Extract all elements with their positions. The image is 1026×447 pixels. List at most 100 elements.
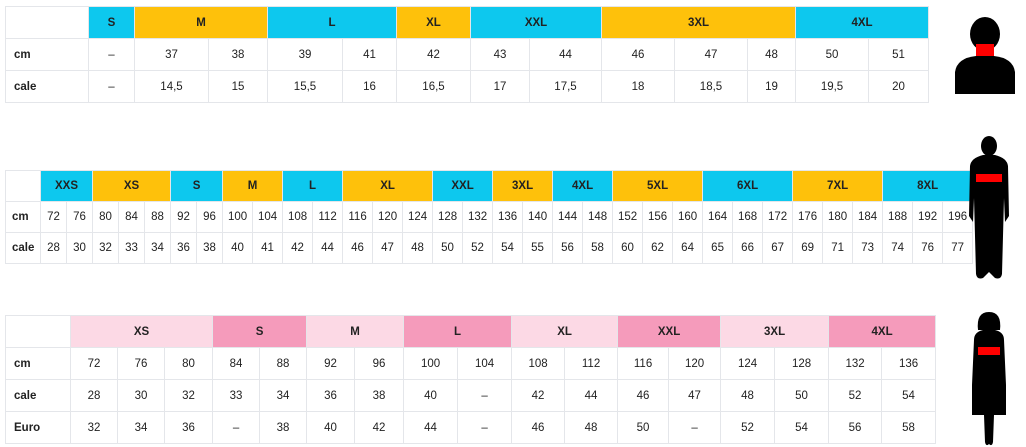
value-cell: 74	[882, 232, 914, 264]
men-chest-size-table: XXS XS S M L XL XXL 3XL 4XL 5XL 6XL 7XL 8XL cm 72 76 80 8…	[5, 170, 974, 264]
value-cell: 84	[118, 201, 146, 233]
women-chest-size-table: XS S M L XL XXL 3XL 4XL cm 72 76 80 84 88 92 96 100 104 10…	[5, 315, 937, 444]
value-cell: 108	[282, 201, 314, 233]
size-header-s: S	[212, 315, 308, 348]
size-header-m: M	[134, 6, 268, 39]
value-cell: 80	[92, 201, 120, 233]
value-cell: 148	[582, 201, 614, 233]
value-cell: 188	[882, 201, 914, 233]
value-cell: 48	[564, 411, 619, 444]
row-label: cale	[5, 232, 41, 264]
value-cell: 20	[868, 70, 930, 103]
value-cell: 32	[163, 379, 214, 412]
value-cell: 18	[601, 70, 675, 103]
value-cell: 46	[342, 232, 374, 264]
value-cell: 136	[492, 201, 524, 233]
table-row-cale: cale 28 30 32 33 34 36 38 40–42 44 46 47 48 50 52 54	[5, 379, 937, 412]
value-cell: 96	[196, 201, 224, 233]
row-label: cale	[5, 70, 89, 103]
value-cell: 40	[306, 411, 356, 444]
neck-measure-band	[976, 44, 994, 56]
corner-cell	[5, 170, 41, 202]
size-header-xxs: XXS	[39, 170, 94, 202]
value-cell: 34	[117, 411, 165, 444]
value-cell: 42	[511, 379, 566, 412]
value-cell: 16	[342, 70, 397, 103]
corner-cell	[5, 6, 89, 39]
value-cell: 112	[312, 201, 344, 233]
value-cell: 56	[552, 232, 584, 264]
value-cell: 28	[40, 232, 67, 264]
value-cell: 128	[432, 201, 464, 233]
value-cell: 152	[612, 201, 644, 233]
value-cell: –	[457, 379, 513, 412]
value-cell: 37	[134, 38, 209, 71]
value-cell: 50	[774, 379, 830, 412]
value-cell: 15,5	[267, 70, 343, 103]
value-cell: 54	[774, 411, 830, 444]
value-cell: 44	[564, 379, 619, 412]
value-cell: 54	[881, 379, 937, 412]
value-cell: 32	[70, 411, 118, 444]
size-header-xl: XL	[511, 315, 619, 348]
value-cell: 17	[470, 70, 530, 103]
value-cell: 73	[852, 232, 884, 264]
size-header-xxl: XXL	[617, 315, 722, 348]
size-header-s: S	[170, 170, 224, 202]
size-header-4xl: 4XL	[552, 170, 614, 202]
value-cell: 196	[942, 201, 974, 233]
value-cell: 112	[564, 347, 619, 380]
value-cell: –	[457, 411, 513, 444]
value-cell: 36	[306, 379, 356, 412]
value-cell: 132	[462, 201, 494, 233]
value-cell: 76	[117, 347, 165, 380]
value-cell: 77	[942, 232, 974, 264]
value-cell: 124	[720, 347, 776, 380]
size-header-3xl: 3XL	[492, 170, 554, 202]
value-cell: 100	[403, 347, 459, 380]
value-cell: 120	[668, 347, 722, 380]
value-cell: 52	[828, 379, 883, 412]
value-cell: 39	[267, 38, 343, 71]
value-cell: 50	[617, 411, 670, 444]
value-cell: 46	[511, 411, 566, 444]
value-cell: 140	[522, 201, 554, 233]
size-header-3xl: 3XL	[600, 6, 797, 39]
value-cell: –	[88, 38, 135, 71]
value-cell: 132	[828, 347, 883, 380]
value-cell: 176	[792, 201, 824, 233]
value-cell: 128	[774, 347, 830, 380]
value-cell: 14,5	[134, 70, 209, 103]
value-cell: 136	[881, 347, 937, 380]
value-cell: 41	[252, 232, 284, 264]
size-header-m: M	[306, 315, 405, 348]
value-cell: 18,5	[674, 70, 748, 103]
male-silhouette-icon	[969, 136, 1009, 279]
value-cell: 71	[822, 232, 854, 264]
row-label: Euro	[5, 411, 71, 444]
value-cell: 156	[642, 201, 674, 233]
value-cell: 44	[529, 38, 602, 71]
corner-cell	[5, 315, 71, 348]
value-cell: 84	[212, 347, 261, 380]
value-cell: 54	[492, 232, 524, 264]
table-row-cale: cale –14,5 15 15,5 16 16,5 17 17,5 18 18,5 19 19,5 2…	[5, 70, 930, 103]
table-row-euro: Euro 32 34 36–38 40 42 44–46 48 50–52 54 56 58	[5, 411, 937, 444]
table-row-cm: cm –37 38 39 41 42 43 44 46 47 48 50 51	[5, 38, 930, 71]
size-header-xl: XL	[396, 6, 471, 39]
value-cell: 104	[457, 347, 513, 380]
value-cell: 52	[720, 411, 776, 444]
value-cell: 64	[672, 232, 704, 264]
size-header-4xl: 4XL	[828, 315, 937, 348]
value-cell: 62	[642, 232, 674, 264]
value-cell: 43	[470, 38, 530, 71]
value-cell: 34	[144, 232, 172, 264]
value-cell: 58	[881, 411, 937, 444]
value-cell: 104	[252, 201, 284, 233]
value-cell: 66	[732, 232, 764, 264]
value-cell: 30	[65, 232, 94, 264]
neck-size-table: S M L XL XXL 3XL 4XL cm –37 38 39 41 42 43 44 46 47 48 50 5…	[5, 6, 930, 103]
chest-measure-band	[976, 174, 1002, 182]
size-header-6xl: 6XL	[702, 170, 794, 202]
value-cell: 184	[852, 201, 884, 233]
